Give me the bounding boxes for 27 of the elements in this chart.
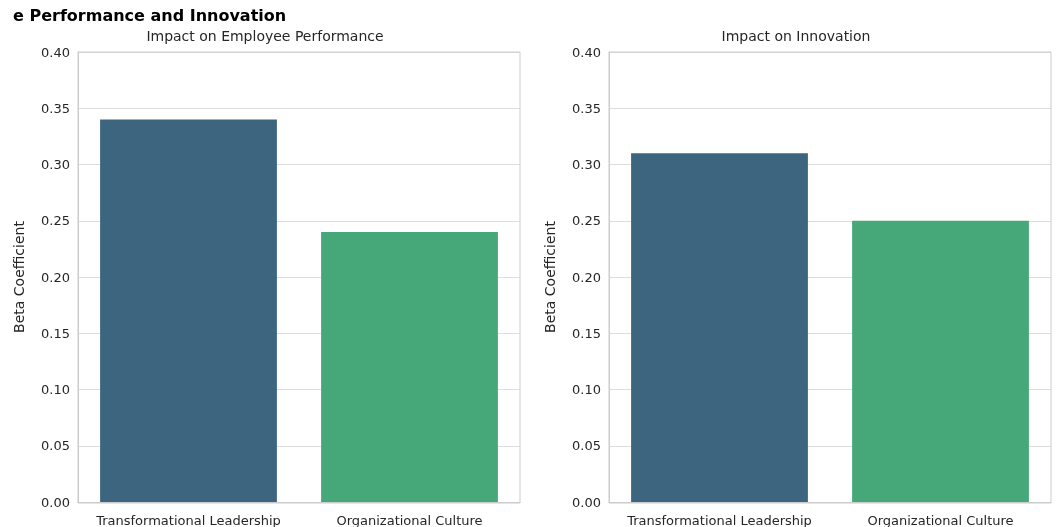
x-tick-label: Transformational Leadership [626,513,812,527]
y-tick-label: 0.40 [41,44,70,60]
y-axis-title: Beta Coefficient [11,220,27,333]
y-tick-label: 0.00 [572,494,601,510]
y-axis-title: Beta Coefficient [542,220,558,333]
y-tick-label: 0.00 [41,494,70,510]
y-tick-label: 0.20 [41,269,70,285]
y-tick-label: 0.05 [572,438,601,454]
y-tick-label: 0.15 [41,325,70,341]
y-tick-label: 0.40 [572,44,601,60]
y-tick-label: 0.10 [572,382,601,397]
chart-title: Impact on Innovation [721,28,871,44]
y-tick-label: 0.30 [41,157,70,172]
x-tick-label: Organizational Culture [336,513,483,527]
y-tick-label: 0.25 [41,213,70,229]
chart-title: Impact on Employee Performance [146,28,384,44]
y-tick-label: 0.30 [572,157,601,172]
y-tick-label: 0.25 [572,213,601,229]
x-tick-label: Organizational Culture [867,513,1014,527]
y-tick-label: 0.15 [572,325,601,341]
text: e Performance and Innovation [13,5,287,25]
x-tick-label: Transformational Leadership [95,513,281,527]
y-tick-label: 0.20 [572,269,601,285]
y-tick-label: 0.10 [41,382,70,397]
y-tick-label: 0.35 [572,100,601,116]
y-tick-label: 0.05 [41,438,70,454]
y-tick-label: 0.35 [41,100,70,116]
